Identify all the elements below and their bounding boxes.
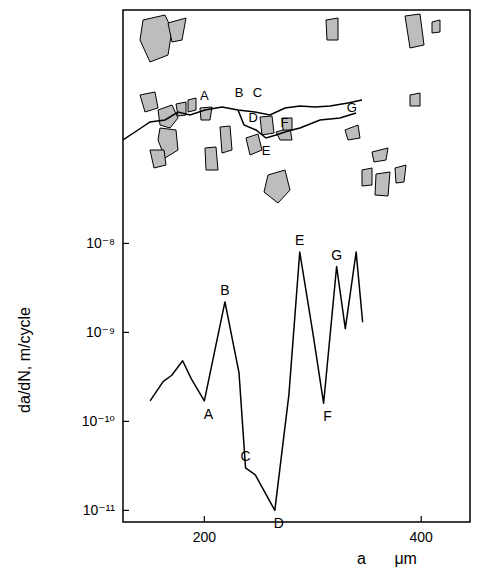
x-tick: [204, 516, 205, 522]
particle: [432, 20, 440, 33]
x-axis-title: a μm: [357, 550, 417, 567]
particle: [345, 125, 360, 140]
crack-label: E: [262, 143, 271, 158]
y-tick-label: 10⁻¹¹: [83, 502, 116, 518]
particle: [395, 165, 406, 183]
y-tick: [123, 332, 129, 333]
y-tick: [123, 510, 129, 511]
y-tick: [123, 421, 129, 422]
particle: [362, 168, 372, 186]
point-label: B: [220, 282, 229, 298]
crack-label: G: [347, 100, 357, 115]
particle: [372, 148, 388, 162]
point-label: A: [204, 406, 214, 422]
y-tick-label: 10⁻⁸: [86, 235, 115, 251]
y-axis-title: da/dN, m/cycle: [16, 307, 33, 413]
y-tick-label: 10⁻¹⁰: [82, 413, 116, 429]
crack-label: D: [248, 110, 257, 125]
point-label: F: [323, 408, 332, 424]
y-tick-label: 10⁻⁹: [86, 324, 115, 340]
particle: [260, 116, 274, 135]
particle: [264, 170, 290, 203]
particle: [410, 93, 420, 106]
particle: [405, 14, 424, 48]
x-tick: [421, 516, 422, 522]
particle: [150, 150, 166, 168]
microstructure-sketch: [123, 14, 440, 203]
growth-rate-line: [150, 252, 363, 510]
crack-label: A: [200, 88, 209, 103]
crack-label: C: [253, 85, 262, 100]
particle: [140, 15, 172, 62]
x-tick-label: 400: [410, 529, 434, 545]
particle: [205, 147, 218, 170]
point-label: C: [240, 448, 250, 464]
chart: ABCDEFG10⁻¹¹10⁻¹⁰10⁻⁹10⁻⁸200400a μmda/dN…: [0, 0, 477, 572]
particle: [246, 134, 262, 155]
crack-path: [123, 100, 362, 140]
particle: [158, 105, 178, 128]
crack-label: F: [281, 115, 289, 130]
x-tick-label: 200: [193, 529, 217, 545]
point-label: G: [331, 247, 342, 263]
crack-label: B: [235, 85, 244, 100]
point-label: E: [295, 232, 304, 248]
particle: [140, 92, 158, 112]
particle: [220, 126, 232, 153]
particle: [375, 172, 390, 196]
particle: [188, 98, 196, 112]
crack-branch: [238, 110, 356, 138]
point-label: D: [274, 515, 284, 531]
data-group: [150, 252, 363, 510]
particle: [168, 18, 186, 42]
particle: [326, 18, 338, 40]
plot-frame: [123, 10, 470, 522]
y-tick: [123, 243, 129, 244]
